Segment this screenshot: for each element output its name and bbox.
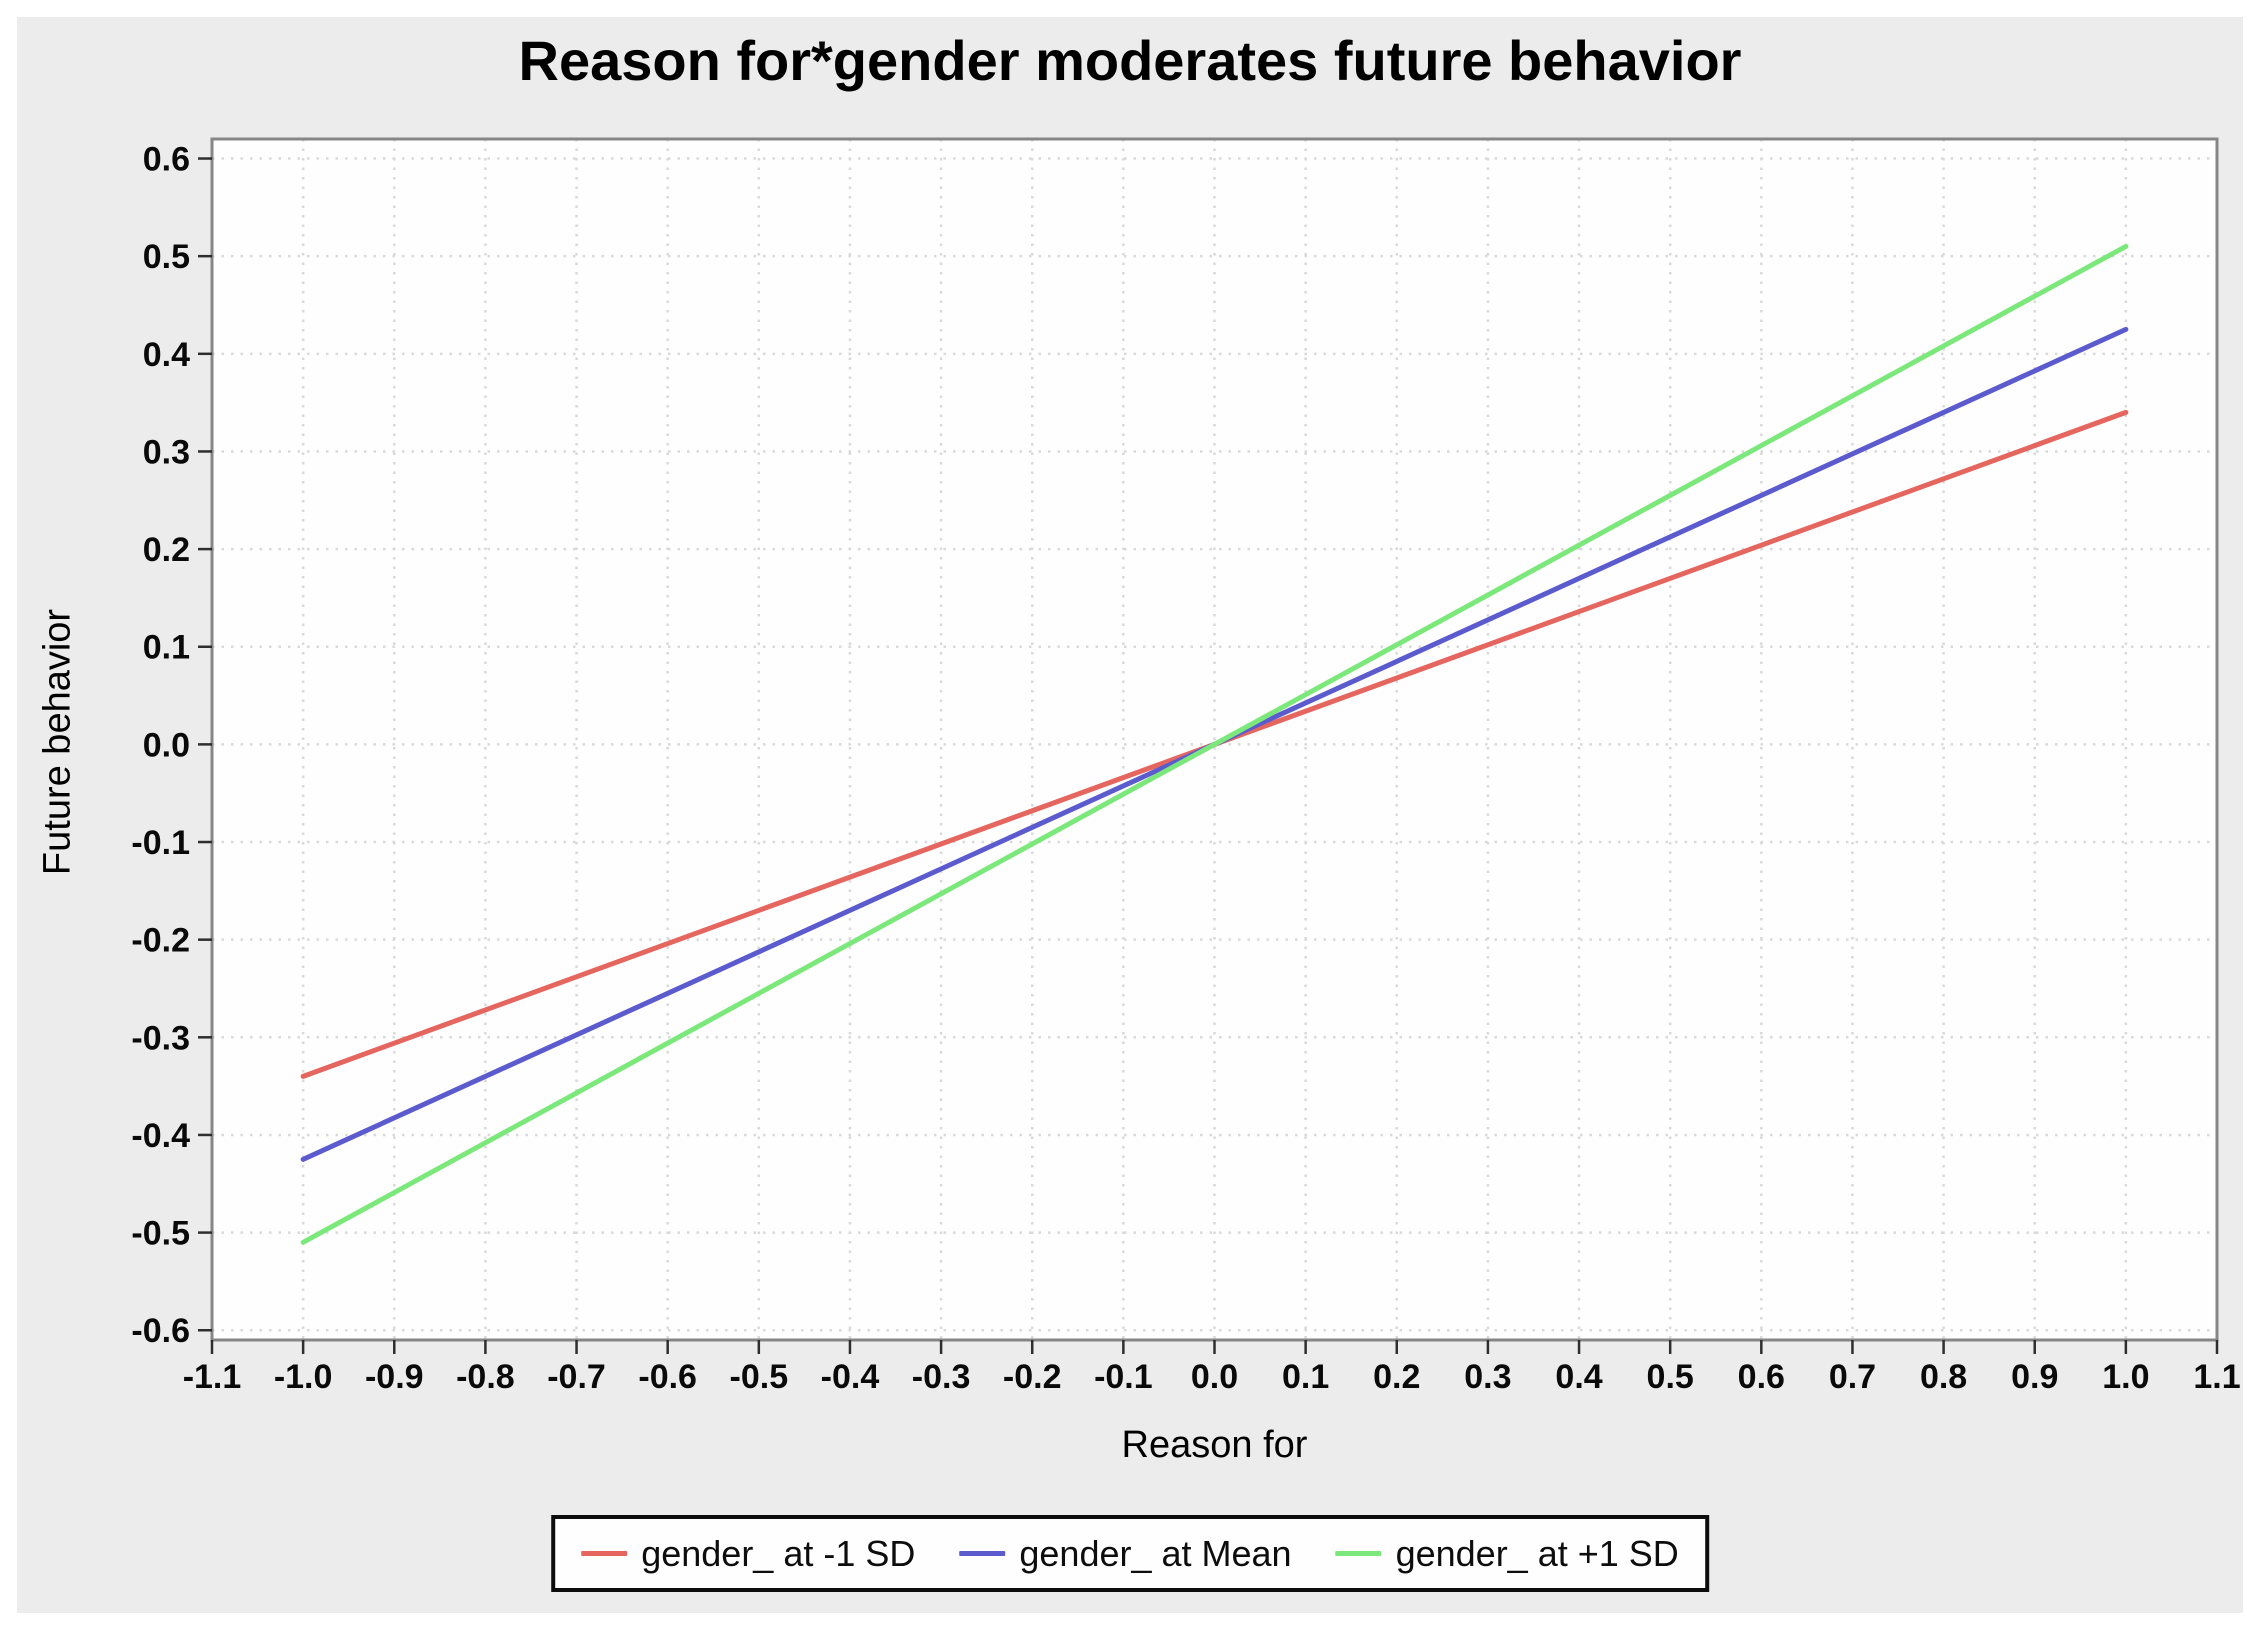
- x-tick-label: 0.4: [1555, 1358, 1602, 1396]
- y-tick-label: 0.2: [143, 531, 190, 569]
- legend-item-mean: gender_ at Mean: [959, 1533, 1292, 1574]
- green-line-swatch-icon: [1335, 1551, 1382, 1557]
- x-tick-label: 0.7: [1829, 1358, 1876, 1396]
- x-tick-label: -1.0: [274, 1358, 333, 1396]
- y-tick-label: 0.6: [143, 141, 190, 179]
- x-tick-label: -0.1: [1094, 1358, 1153, 1396]
- x-tick-label: -0.5: [730, 1358, 789, 1396]
- y-tick-label: -0.1: [131, 824, 190, 862]
- x-tick-label: 0.0: [1191, 1358, 1238, 1396]
- x-tick-label: -0.2: [1003, 1358, 1062, 1396]
- x-tick-label: 0.8: [1920, 1358, 1967, 1396]
- x-tick-label: -0.8: [456, 1358, 515, 1396]
- y-tick-label: -0.2: [131, 922, 190, 960]
- y-tick-label: -0.6: [131, 1312, 190, 1350]
- y-tick-label: -0.3: [131, 1019, 190, 1057]
- x-tick-label: -1.1: [183, 1358, 242, 1396]
- y-tick-label: -0.4: [131, 1117, 190, 1155]
- y-tick-label: 0.3: [143, 433, 190, 471]
- legend-label: gender_ at +1 SD: [1395, 1533, 1679, 1574]
- x-tick-label: -0.7: [547, 1358, 606, 1396]
- x-tick-label: 0.2: [1373, 1358, 1420, 1396]
- x-tick-label: 0.9: [2011, 1358, 2058, 1396]
- y-tick-label: 0.1: [143, 629, 190, 667]
- y-tick-label: 0.4: [143, 336, 190, 374]
- chart-title: Reason for*gender moderates future behav…: [518, 29, 1742, 92]
- x-tick-label: 1.0: [2102, 1358, 2149, 1396]
- legend-label: gender_ at -1 SD: [641, 1533, 916, 1574]
- y-tick-label: 0.0: [143, 726, 190, 764]
- red-line-swatch-icon: [581, 1551, 628, 1557]
- x-tick-label: 0.5: [1647, 1358, 1694, 1396]
- legend-label: gender_ at Mean: [1019, 1533, 1292, 1574]
- x-tick-label: -0.6: [638, 1358, 697, 1396]
- series-line: [300, 243, 2129, 1245]
- x-tick-label: -0.4: [821, 1358, 880, 1396]
- x-axis-title: Reason for: [1121, 1424, 1308, 1466]
- x-tick-label: 0.6: [1738, 1358, 1785, 1396]
- blue-line-swatch-icon: [959, 1551, 1006, 1557]
- x-tick-label: 0.1: [1282, 1358, 1329, 1396]
- legend-item-minus-1sd: gender_ at -1 SD: [581, 1533, 915, 1574]
- x-tick-label: 0.3: [1464, 1358, 1511, 1396]
- y-axis-title: Future behavior: [36, 608, 79, 876]
- x-tick-label: -0.3: [912, 1358, 971, 1396]
- legend-item-plus-1sd: gender_ at +1 SD: [1335, 1533, 1679, 1574]
- y-tick-label: -0.5: [131, 1215, 190, 1253]
- x-tick-label: 1.1: [2193, 1358, 2240, 1396]
- x-tick-label: -0.9: [365, 1358, 424, 1396]
- y-tick-label: 0.5: [143, 238, 190, 276]
- legend: gender_ at -1 SD gender_ at Mean gender_…: [551, 1515, 1709, 1593]
